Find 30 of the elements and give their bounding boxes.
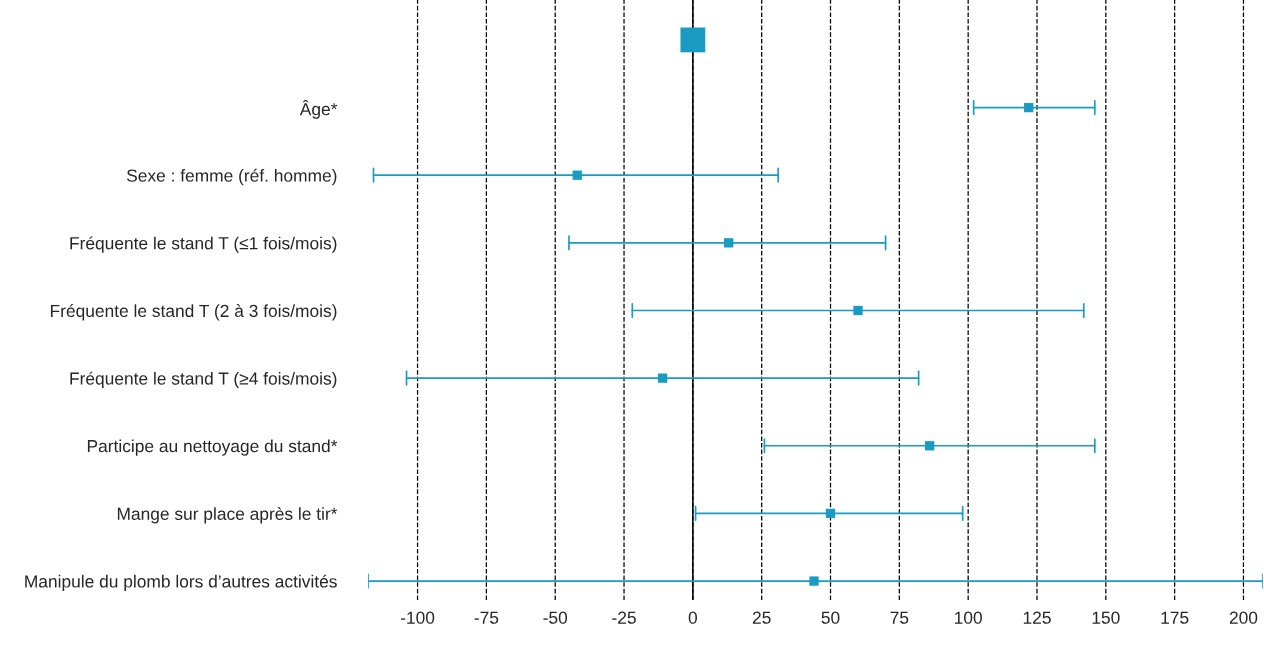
x-tick-label: 75 xyxy=(890,611,909,624)
x-tick-label: 50 xyxy=(821,611,840,624)
point xyxy=(572,170,582,180)
x-tick-label: 125 xyxy=(1023,611,1051,624)
x-tick-label: 100 xyxy=(955,611,982,624)
y-tick-label: Fréquente le stand T (≥4 fois/mois) xyxy=(70,371,337,389)
y-tick-label: Manipule du plomb lors d’autres activités xyxy=(25,574,337,592)
point xyxy=(657,373,668,383)
x-tick-label: -75 xyxy=(474,611,499,624)
point xyxy=(723,238,734,248)
x-tick-label: 150 xyxy=(1092,611,1120,624)
point xyxy=(680,27,706,53)
point xyxy=(924,441,935,451)
y-tick-label: Fréquente le stand T (≤1 fois/mois) xyxy=(70,236,337,253)
point xyxy=(825,508,836,519)
point xyxy=(853,305,863,316)
x-tick-label: 0 xyxy=(688,611,698,624)
x-tick-label: 200 xyxy=(1229,611,1258,624)
x-tick-label: 25 xyxy=(752,611,771,624)
x-tick-label: -25 xyxy=(612,611,636,624)
y-tick-label: Fréquente le stand T (2 à 3 fois/mois) xyxy=(50,304,337,321)
y-tick-label: Mange sur place après le tir* xyxy=(117,507,338,524)
x-tick-label: -50 xyxy=(543,611,568,624)
x-tick-label: 175 xyxy=(1161,611,1189,624)
y-tick-label: Participe au nettoyage du stand* xyxy=(87,439,338,456)
y-tick-label: Sexe : femme (réf. homme) xyxy=(126,168,337,186)
y-tick-label: Âge* xyxy=(299,99,338,119)
point xyxy=(809,576,819,586)
point xyxy=(1024,102,1034,113)
x-tick-label: -100 xyxy=(400,611,435,624)
